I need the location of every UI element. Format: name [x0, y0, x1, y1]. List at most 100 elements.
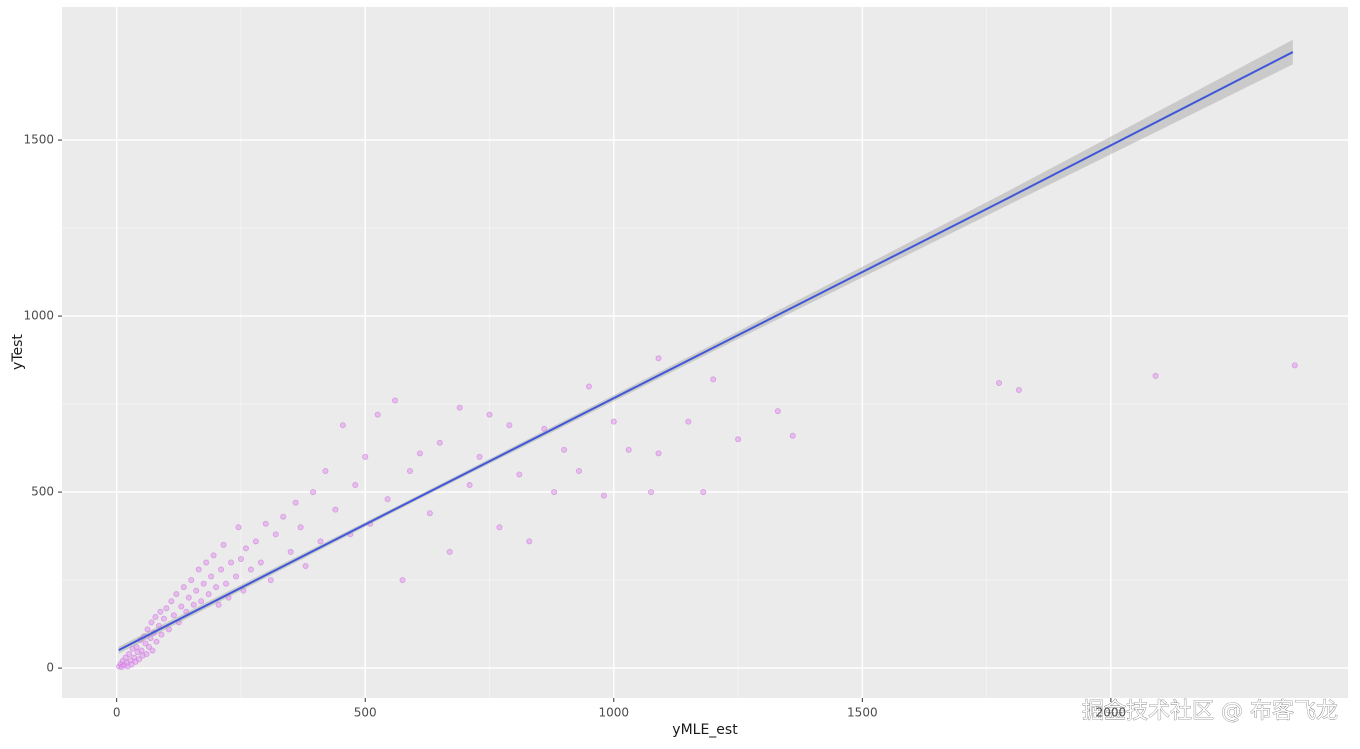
point	[710, 376, 717, 383]
point	[240, 587, 247, 594]
point	[148, 619, 155, 626]
y-tick-label: 500	[31, 485, 54, 499]
point	[292, 499, 299, 506]
x-tick-label: 1000	[599, 706, 630, 720]
point	[362, 453, 369, 460]
point	[339, 422, 346, 429]
point	[416, 450, 423, 457]
point	[456, 404, 463, 411]
point	[446, 548, 453, 555]
point	[561, 446, 568, 453]
point	[774, 408, 781, 415]
point	[152, 614, 159, 621]
watermark: 掘金技术社区 @ 布客飞龙	[1082, 699, 1338, 724]
point	[700, 489, 707, 496]
x-tick-label: 2000	[1096, 706, 1127, 720]
point	[168, 598, 175, 605]
y-axis-title: yTest	[10, 334, 26, 370]
point	[374, 411, 381, 418]
point	[610, 418, 617, 425]
point	[218, 566, 225, 573]
point	[247, 566, 254, 573]
point	[735, 436, 742, 443]
point	[198, 598, 205, 605]
point	[486, 411, 493, 418]
x-axis-title: yMLE_est	[672, 722, 738, 738]
point	[126, 650, 133, 657]
point	[280, 513, 287, 520]
point	[235, 524, 242, 531]
point	[310, 489, 317, 496]
point	[287, 548, 294, 555]
point	[575, 467, 582, 474]
point	[406, 467, 413, 474]
point	[399, 577, 406, 584]
point	[526, 538, 533, 545]
point	[193, 587, 200, 594]
point	[506, 422, 513, 429]
point	[242, 545, 249, 552]
point	[655, 450, 662, 457]
point	[466, 482, 473, 489]
x-tick-label: 500	[354, 706, 377, 720]
point	[685, 418, 692, 425]
point	[147, 635, 154, 642]
point	[165, 626, 172, 633]
point	[237, 555, 244, 562]
point	[257, 559, 264, 566]
point	[138, 647, 145, 654]
point	[200, 580, 207, 587]
point	[136, 656, 143, 663]
point	[267, 577, 274, 584]
point	[317, 538, 324, 545]
point	[541, 425, 548, 432]
point	[996, 379, 1003, 386]
point	[183, 608, 190, 615]
point	[1015, 386, 1022, 393]
point	[157, 608, 164, 615]
point	[190, 601, 197, 608]
point	[1152, 372, 1159, 379]
point	[128, 661, 135, 668]
point	[210, 552, 217, 559]
point	[158, 631, 165, 638]
point	[272, 531, 279, 538]
point	[384, 496, 391, 503]
point	[332, 506, 339, 513]
x-tick-label: 0	[113, 706, 121, 720]
point	[195, 566, 202, 573]
point	[476, 453, 483, 460]
point	[655, 355, 662, 362]
point	[173, 591, 180, 598]
marks	[116, 39, 1298, 671]
point	[426, 510, 433, 517]
point	[155, 622, 162, 629]
point	[625, 446, 632, 453]
point	[203, 559, 210, 566]
point	[648, 489, 655, 496]
point	[436, 439, 443, 446]
point	[551, 489, 558, 496]
point	[208, 573, 215, 580]
point	[789, 432, 796, 439]
point	[188, 577, 195, 584]
point	[170, 612, 177, 619]
point	[160, 615, 167, 622]
point	[178, 603, 185, 610]
point	[322, 467, 329, 474]
point	[516, 471, 523, 478]
point	[142, 640, 149, 647]
point	[392, 397, 399, 404]
y-tick-label: 0	[46, 661, 54, 675]
point	[232, 573, 239, 580]
point	[223, 580, 230, 587]
point	[145, 643, 152, 650]
point	[600, 492, 607, 499]
point	[352, 482, 359, 489]
point	[1291, 362, 1298, 369]
point	[262, 520, 269, 527]
point	[153, 638, 160, 645]
y-tick-label: 1500	[23, 133, 54, 147]
